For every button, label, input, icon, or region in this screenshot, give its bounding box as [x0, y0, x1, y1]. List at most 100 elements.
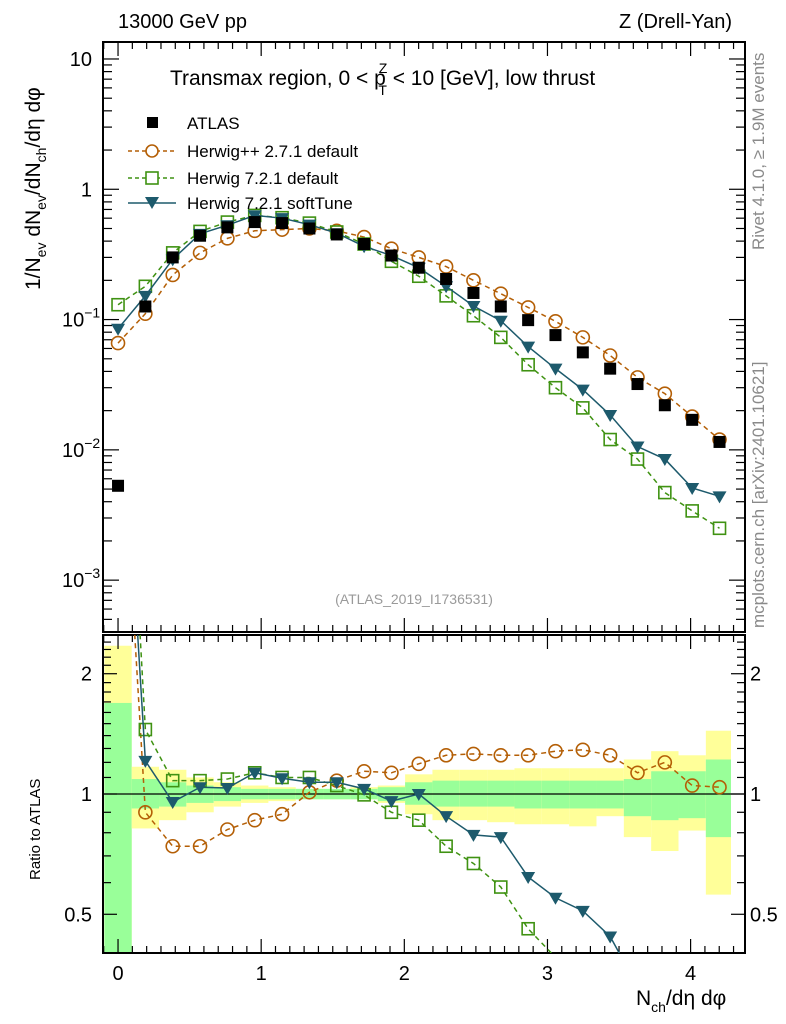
series-line-herwig-7-2-1-default — [117, 214, 720, 529]
ratio-point-herwig-7-2-1-default — [466, 856, 481, 871]
ratio-point-herwig-2-7-1-default — [192, 838, 208, 854]
ratio-point-herwig-7-2-1-default — [165, 773, 180, 788]
ratio-uncertainty-bands — [104, 645, 731, 953]
data-point-herwig-7-2-1-default — [685, 504, 699, 518]
data-point-atlas — [194, 229, 207, 242]
ratio-group-herwig-7-2-1-default — [138, 635, 553, 953]
ratio-tick-label-left: 1 — [81, 784, 92, 806]
ratio-tick-label-right: 1 — [750, 784, 761, 806]
data-point-herwig-7-2-1-default — [493, 330, 508, 345]
legend-label-herwig7-softtune: Herwig 7.2.1 softTune — [187, 194, 353, 213]
series-line-herwig-7-2-1-softtune — [117, 214, 720, 498]
ratio-point-herwig-2-7-1-default — [220, 822, 235, 837]
data-point-herwig-2-7-1-default — [575, 330, 591, 345]
legend-item-herwig7-default: Herwig 7.2.1 default — [128, 169, 338, 188]
data-point-herwig-7-2-1-softtune — [575, 384, 590, 397]
data-point-atlas — [112, 479, 125, 492]
series-line-herwig-2-7-1-default — [117, 227, 721, 441]
data-point-atlas — [330, 228, 343, 241]
data-point-herwig-7-2-1-default — [111, 297, 125, 312]
ratio-point-herwig-7-2-1-softtune — [493, 832, 508, 845]
y-tick-label: 10 — [70, 49, 92, 71]
data-point-herwig-7-2-1-default — [576, 401, 590, 415]
legend-label-herwigpp: Herwig++ 2.7.1 default — [187, 142, 358, 161]
ratio-point-herwig-7-2-1-softtune — [548, 892, 563, 905]
data-point-atlas — [522, 314, 535, 327]
y-tick-label: 10−2 — [62, 435, 100, 462]
ratio-point-herwig-2-7-1-default — [575, 742, 591, 758]
data-point-herwig-7-2-1-default — [603, 432, 617, 447]
data-point-herwig-2-7-1-default — [466, 273, 481, 288]
ratio-point-herwig-7-2-1-default — [521, 921, 535, 936]
ratio-point-herwig-2-7-1-default — [493, 747, 509, 763]
ratio-line-herwig-2-7-1-default — [134, 635, 720, 847]
x-tick-label: 1 — [256, 963, 267, 985]
ratio-point-herwig-2-7-1-default — [684, 778, 700, 793]
data-point-herwig-2-7-1-default — [192, 245, 208, 261]
analysis-id-label: (ATLAS_2019_I1736531) — [335, 591, 493, 607]
legend-marker-herwig7-default — [145, 171, 159, 185]
data-point-atlas — [604, 362, 617, 375]
ratio-point-herwig-2-7-1-default — [712, 779, 727, 795]
ratio-point-herwig-7-2-1-softtune — [193, 782, 208, 795]
data-point-atlas — [276, 217, 289, 230]
data-point-herwig-7-2-1-softtune — [685, 482, 700, 495]
ratio-point-herwig-7-2-1-default — [138, 722, 153, 737]
ratio-point-herwig-2-7-1-default — [438, 747, 454, 763]
ratio-point-herwig-2-7-1-default — [411, 756, 427, 772]
ratio-group-herwig-7-2-1-softtune — [136, 635, 621, 953]
data-point-herwig-7-2-1-softtune — [548, 363, 563, 376]
data-point-atlas — [713, 435, 726, 448]
data-point-herwig-7-2-1-softtune — [630, 441, 645, 454]
x-axis-label: Nch/dη dφ — [636, 987, 726, 1015]
ratio-point-herwig-7-2-1-softtune — [138, 755, 153, 768]
ratio-point-herwig-7-2-1-softtune — [302, 777, 317, 790]
data-point-atlas — [631, 378, 644, 391]
data-point-atlas — [412, 261, 425, 274]
x-tick-label: 0 — [112, 963, 123, 985]
data-point-atlas — [494, 300, 507, 313]
data-point-atlas — [686, 413, 699, 426]
data-point-herwig-7-2-1-default — [521, 357, 535, 372]
ratio-point-herwig-7-2-1-softtune — [275, 773, 290, 786]
ratio-line-herwig-7-2-1-softtune — [136, 635, 621, 953]
ratio-point-herwig-7-2-1-softtune — [357, 783, 372, 796]
legend-item-atlas: ATLAS — [147, 114, 240, 133]
data-point-herwig-7-2-1-softtune — [657, 454, 672, 467]
legend-label-herwig7-default: Herwig 7.2.1 default — [187, 169, 338, 188]
data-point-herwig-7-2-1-softtune — [466, 301, 481, 314]
ratio-point-herwig-2-7-1-default — [466, 746, 481, 762]
y-tick-label: 10−1 — [62, 305, 100, 332]
ratio-point-herwig-7-2-1-softtune — [521, 871, 536, 884]
data-point-herwig-7-2-1-default — [712, 521, 727, 536]
mcplots-source-label: mcplots.cern.ch [arXiv:2401.10621] — [749, 362, 768, 628]
data-point-atlas — [549, 329, 562, 342]
ratio-point-herwig-7-2-1-default — [411, 813, 426, 827]
legend-item-herwig7-softtune: Herwig 7.2.1 softTune — [128, 194, 353, 213]
ratio-point-herwig-7-2-1-softtune — [575, 905, 590, 918]
ratio-point-herwig-2-7-1-default — [356, 763, 372, 779]
data-point-atlas — [248, 216, 261, 229]
stat-uncertainty-band — [104, 702, 132, 953]
main-plot-border — [102, 41, 746, 633]
ratio-point-herwig-2-7-1-default — [602, 747, 618, 763]
ratio-point-herwig-2-7-1-default — [548, 743, 563, 759]
ratio-point-herwig-7-2-1-softtune — [329, 777, 344, 790]
data-point-atlas — [467, 286, 480, 299]
data-point-atlas — [139, 300, 152, 313]
data-point-herwig-2-7-1-default — [165, 267, 181, 283]
legend-marker-atlas — [147, 117, 158, 128]
ratio-point-herwig-7-2-1-softtune — [384, 796, 399, 809]
data-point-atlas — [658, 399, 671, 412]
data-point-herwig-7-2-1-softtune — [111, 323, 126, 336]
ratio-point-herwig-7-2-1-default — [439, 839, 453, 854]
ratio-tick-label-right: 2 — [750, 664, 761, 686]
ratio-point-herwig-2-7-1-default — [274, 806, 290, 822]
stat-uncertainty-band — [623, 779, 652, 817]
x-tick-label: 4 — [685, 963, 696, 985]
ratio-tick-label-left: 0.5 — [64, 904, 92, 926]
ratio-tick-label-left: 2 — [81, 664, 92, 686]
data-point-herwig-2-7-1-default — [548, 313, 563, 329]
ratio-y-axis-label: Ratio to ATLAS — [27, 779, 44, 880]
